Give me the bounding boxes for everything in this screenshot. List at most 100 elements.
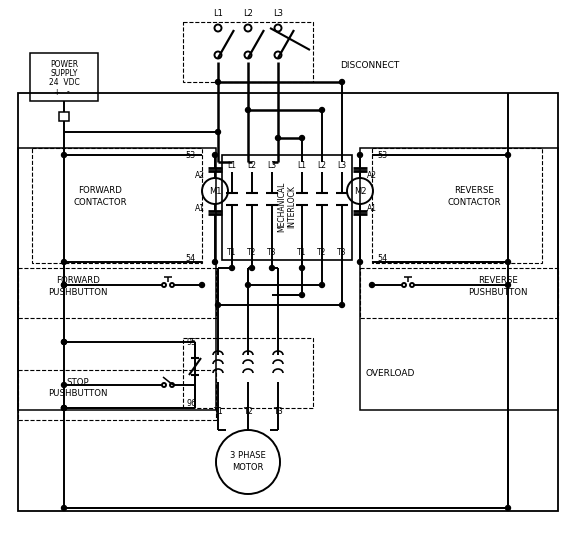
Circle shape <box>215 129 221 134</box>
Bar <box>18 370 216 420</box>
Text: FORWARD: FORWARD <box>56 276 100 285</box>
Text: L3: L3 <box>267 160 276 170</box>
Text: T2: T2 <box>247 248 257 256</box>
Circle shape <box>339 302 344 308</box>
Text: OVERLOAD: OVERLOAD <box>365 369 415 378</box>
Circle shape <box>249 265 255 271</box>
Text: 95: 95 <box>187 338 197 347</box>
Bar <box>18 268 216 318</box>
Circle shape <box>245 282 251 287</box>
Bar <box>222 155 352 260</box>
Text: T1: T1 <box>297 248 306 256</box>
Text: POWER: POWER <box>50 59 78 68</box>
Text: PUSHBUTTON: PUSHBUTTON <box>48 389 108 399</box>
Circle shape <box>213 259 218 264</box>
Text: T3: T3 <box>267 248 276 256</box>
Text: 54: 54 <box>377 254 387 263</box>
Text: T1: T1 <box>213 408 223 417</box>
Text: T1: T1 <box>228 248 237 256</box>
Bar <box>183 22 313 82</box>
Circle shape <box>62 282 66 287</box>
Circle shape <box>300 135 305 141</box>
Text: CONTACTOR: CONTACTOR <box>73 197 127 207</box>
Bar <box>372 148 542 263</box>
Circle shape <box>199 282 204 287</box>
Text: M2: M2 <box>354 187 366 195</box>
Text: T3: T3 <box>338 248 347 256</box>
Text: L3: L3 <box>338 160 347 170</box>
Text: T2: T2 <box>243 408 253 417</box>
Circle shape <box>229 265 234 271</box>
Circle shape <box>62 282 66 287</box>
Circle shape <box>62 152 66 157</box>
Text: STOP: STOP <box>67 378 89 386</box>
Text: PUSHBUTTON: PUSHBUTTON <box>468 287 528 296</box>
Circle shape <box>62 340 66 345</box>
Circle shape <box>215 80 221 85</box>
Text: A1: A1 <box>195 203 205 212</box>
Circle shape <box>339 80 344 85</box>
Text: REVERSE: REVERSE <box>454 186 494 195</box>
Circle shape <box>62 406 66 410</box>
Circle shape <box>369 282 374 287</box>
Circle shape <box>270 265 275 271</box>
Bar <box>360 148 558 410</box>
Text: +: + <box>53 88 59 96</box>
Text: 3 PHASE: 3 PHASE <box>230 450 266 460</box>
Circle shape <box>300 265 305 271</box>
Circle shape <box>506 282 510 287</box>
Circle shape <box>320 108 324 112</box>
Bar <box>32 148 202 263</box>
Circle shape <box>215 302 221 308</box>
Circle shape <box>358 152 362 157</box>
Circle shape <box>358 259 362 264</box>
Text: PUSHBUTTON: PUSHBUTTON <box>48 287 108 296</box>
Text: A1: A1 <box>367 203 377 212</box>
Text: -: - <box>67 88 69 96</box>
Text: 24  VDC: 24 VDC <box>48 78 79 87</box>
Text: L3: L3 <box>273 9 283 18</box>
Text: T3: T3 <box>273 408 283 417</box>
Circle shape <box>62 406 66 410</box>
Circle shape <box>275 135 281 141</box>
Text: DISCONNECT: DISCONNECT <box>340 60 400 70</box>
Bar <box>183 338 313 408</box>
Circle shape <box>245 108 251 112</box>
Text: 53: 53 <box>185 150 195 159</box>
Text: A2: A2 <box>367 171 377 180</box>
Circle shape <box>506 259 510 264</box>
Bar <box>59 112 69 121</box>
Circle shape <box>62 506 66 510</box>
Circle shape <box>62 259 66 264</box>
Text: L1: L1 <box>297 160 306 170</box>
Text: L1: L1 <box>228 160 237 170</box>
Text: CONTACTOR: CONTACTOR <box>447 197 501 207</box>
Text: L2: L2 <box>317 160 327 170</box>
Circle shape <box>62 340 66 345</box>
Text: 53: 53 <box>377 150 387 159</box>
Circle shape <box>506 506 510 510</box>
Circle shape <box>213 152 218 157</box>
Text: 96: 96 <box>187 400 197 409</box>
Circle shape <box>62 383 66 387</box>
Text: SUPPLY: SUPPLY <box>50 68 78 78</box>
Circle shape <box>300 293 305 297</box>
Bar <box>18 148 216 410</box>
Text: 54: 54 <box>185 254 195 263</box>
Text: FORWARD: FORWARD <box>78 186 122 195</box>
Text: MECHANICAL
INTERLOCK: MECHANICAL INTERLOCK <box>277 182 297 232</box>
Text: M1: M1 <box>209 187 221 195</box>
Circle shape <box>62 406 66 410</box>
Text: REVERSE: REVERSE <box>478 276 518 285</box>
Text: MOTOR: MOTOR <box>232 463 264 472</box>
Text: L2: L2 <box>248 160 256 170</box>
Text: L2: L2 <box>243 9 253 18</box>
Text: A2: A2 <box>195 171 205 180</box>
Bar <box>30 53 98 101</box>
Circle shape <box>506 152 510 157</box>
Text: T2: T2 <box>317 248 327 256</box>
Circle shape <box>320 282 324 287</box>
Bar <box>18 93 558 511</box>
Text: L1: L1 <box>213 9 223 18</box>
Bar <box>360 268 558 318</box>
